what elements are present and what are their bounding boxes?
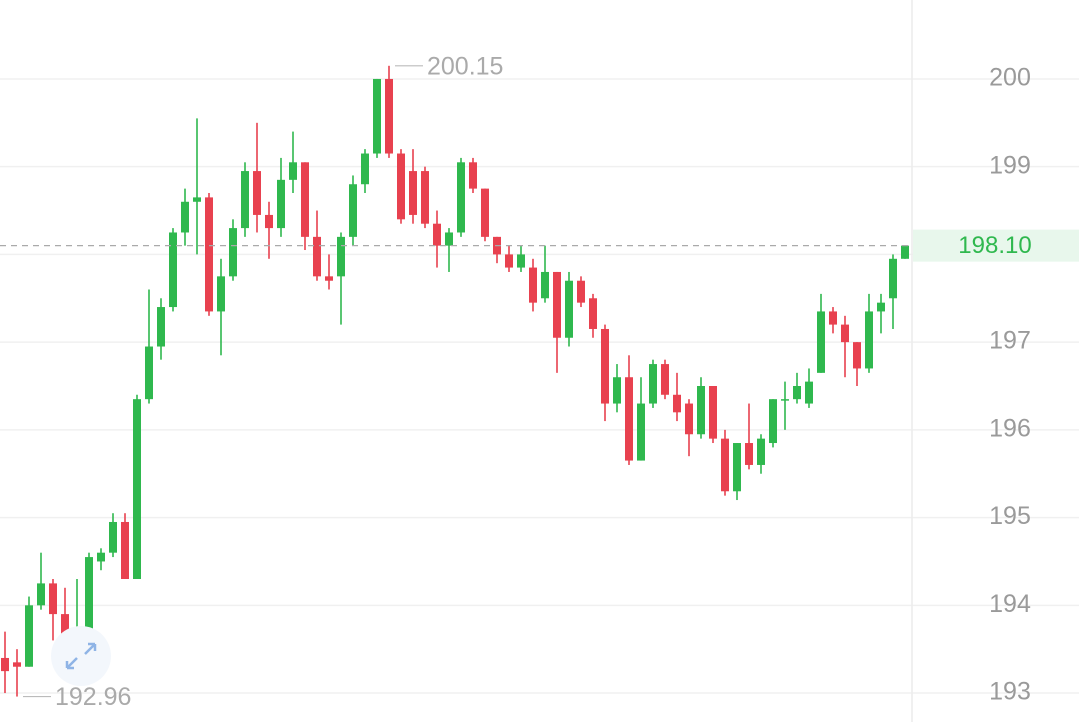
candle-body <box>649 364 657 404</box>
y-tick-label: 197 <box>989 327 1031 355</box>
candle-body <box>901 245 909 259</box>
candle-body <box>817 311 825 373</box>
candle-body <box>373 78 381 154</box>
candle-body <box>457 162 465 233</box>
y-tick-label: 196 <box>989 414 1031 442</box>
candle-body <box>637 403 645 461</box>
candle-body <box>217 276 225 312</box>
candle-body <box>565 280 573 338</box>
candle-body <box>877 302 885 312</box>
candle-body <box>145 346 153 400</box>
candle-body <box>109 521 117 553</box>
candle-body <box>193 197 201 202</box>
candle-body <box>469 162 477 189</box>
candle-body <box>289 162 297 180</box>
candle-body <box>13 662 21 667</box>
candle-body <box>445 232 453 246</box>
candle-body <box>205 197 213 312</box>
candle-body <box>865 311 873 369</box>
y-tick-label: 199 <box>989 151 1031 179</box>
candle-body <box>541 271 549 299</box>
candle-body <box>481 188 489 237</box>
candle-body <box>673 394 681 413</box>
candle-body <box>589 298 597 329</box>
candle-body <box>625 377 633 461</box>
candle-body <box>1 657 9 672</box>
candle-body <box>889 258 897 299</box>
candle-body <box>181 201 189 233</box>
candle-body <box>169 232 177 308</box>
candle-body <box>433 223 441 246</box>
candle-body <box>25 605 33 667</box>
candle-body <box>529 267 537 303</box>
y-tick-label: 193 <box>989 678 1031 706</box>
candle-body <box>745 443 753 465</box>
candle-body <box>61 614 69 641</box>
expand-icon-bg <box>51 626 111 686</box>
candle-body <box>241 171 249 229</box>
candle-body <box>685 403 693 435</box>
candle-body <box>661 364 669 395</box>
expand-icon[interactable] <box>51 626 111 686</box>
y-tick-label: 194 <box>989 590 1031 618</box>
candle-body <box>97 552 105 562</box>
candle-body <box>409 171 417 215</box>
candle-body <box>253 171 261 215</box>
candle-body <box>505 254 513 268</box>
candle-body <box>325 276 333 281</box>
candle-body <box>553 271 561 338</box>
candle-body <box>697 386 705 435</box>
expand-arrows <box>65 642 97 670</box>
candle-body <box>361 153 369 185</box>
high-marker-label: 200.15 <box>427 52 503 80</box>
candle-body <box>421 171 429 224</box>
candle-body <box>601 328 609 404</box>
candle-body <box>517 254 525 268</box>
candle-body <box>853 342 861 369</box>
candle-body <box>709 386 717 439</box>
candle-body <box>805 381 813 404</box>
candle-body <box>301 162 309 237</box>
candle-body <box>841 324 849 343</box>
candle-body <box>781 399 789 401</box>
candle-body <box>337 236 345 277</box>
candle-body <box>133 399 141 580</box>
candle-body <box>277 179 285 229</box>
candle-body <box>385 78 393 154</box>
last-price-box <box>913 229 1079 262</box>
candle-body <box>121 521 129 580</box>
candle-body <box>157 307 165 347</box>
candle-body <box>397 153 405 220</box>
candle-body <box>265 214 273 229</box>
low-marker-label: 192.96 <box>55 683 131 711</box>
candle-body <box>613 377 621 404</box>
candle-body <box>577 280 585 303</box>
candle-body <box>733 443 741 492</box>
y-tick-label: 195 <box>989 502 1031 530</box>
candle-body <box>49 583 57 615</box>
candle-body <box>229 228 237 277</box>
candle-body <box>757 438 765 465</box>
candle-body <box>793 386 801 400</box>
candle-body <box>85 557 93 641</box>
candle-body <box>313 236 321 277</box>
candle-body <box>769 399 777 444</box>
y-tick-label: 200 <box>989 64 1031 92</box>
last-price-label: 198.10 <box>958 232 1031 259</box>
candle-body <box>721 438 729 492</box>
candle-body <box>37 583 45 606</box>
candle-body <box>829 311 837 325</box>
candle-body <box>349 184 357 237</box>
plot: 193194195196197198199200200.15192.96198.… <box>0 52 1079 711</box>
